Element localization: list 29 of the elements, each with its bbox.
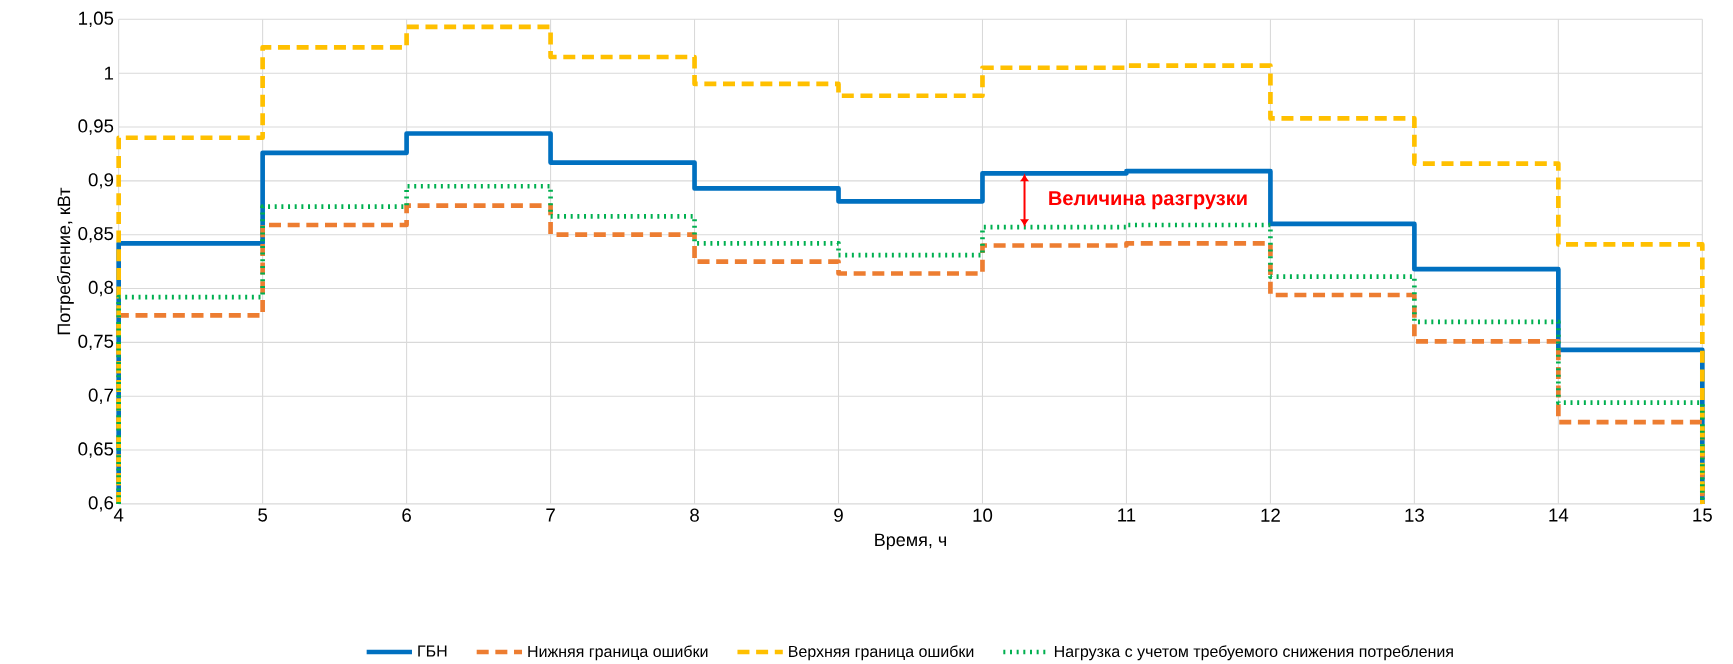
y-tick-label: 0,6 [88, 496, 114, 512]
x-tick-label: 6 [402, 508, 411, 522]
x-tick-label: 11 [1118, 508, 1136, 522]
y-tick-label: 1 [104, 66, 114, 80]
x-tick-label: 13 [1405, 508, 1424, 522]
y-tick-label: 1,05 [79, 11, 114, 27]
x-axis-title: Время, ч [875, 533, 946, 550]
x-tick-label: 7 [546, 508, 555, 522]
legend-label: Нижняя граница ошибки [528, 645, 708, 661]
y-axis-title: Потребление, кВт [56, 187, 74, 335]
x-tick-label: 4 [113, 508, 124, 522]
annotation: Величина разгрузки [1049, 191, 1247, 210]
x-tick-label: 8 [690, 508, 699, 522]
x-tick-label: 15 [1693, 508, 1712, 522]
legend-label: ГБН [418, 645, 447, 657]
y-tick-label: 0,65 [78, 442, 114, 458]
y-tick-label: 0,85 [78, 226, 114, 243]
y-tick-label: 0,9 [88, 173, 114, 189]
y-tick-label: 0,75 [78, 334, 114, 350]
x-tick-label: 10 [973, 508, 993, 522]
y-tick-label: 0,95 [78, 119, 114, 135]
x-tick-label: 14 [1549, 508, 1569, 522]
legend-label: Нагрузка с учетом требуемого снижения потребления [1054, 645, 1453, 661]
x-tick-label: 5 [258, 508, 268, 522]
x-tick-label: 12 [1261, 508, 1280, 522]
x-tick-label: 9 [834, 508, 843, 522]
y-tick-label: 0,7 [88, 388, 114, 404]
y-tick-label: 0,8 [88, 280, 114, 297]
legend-label: Верхняя граница ошибки [789, 645, 974, 661]
